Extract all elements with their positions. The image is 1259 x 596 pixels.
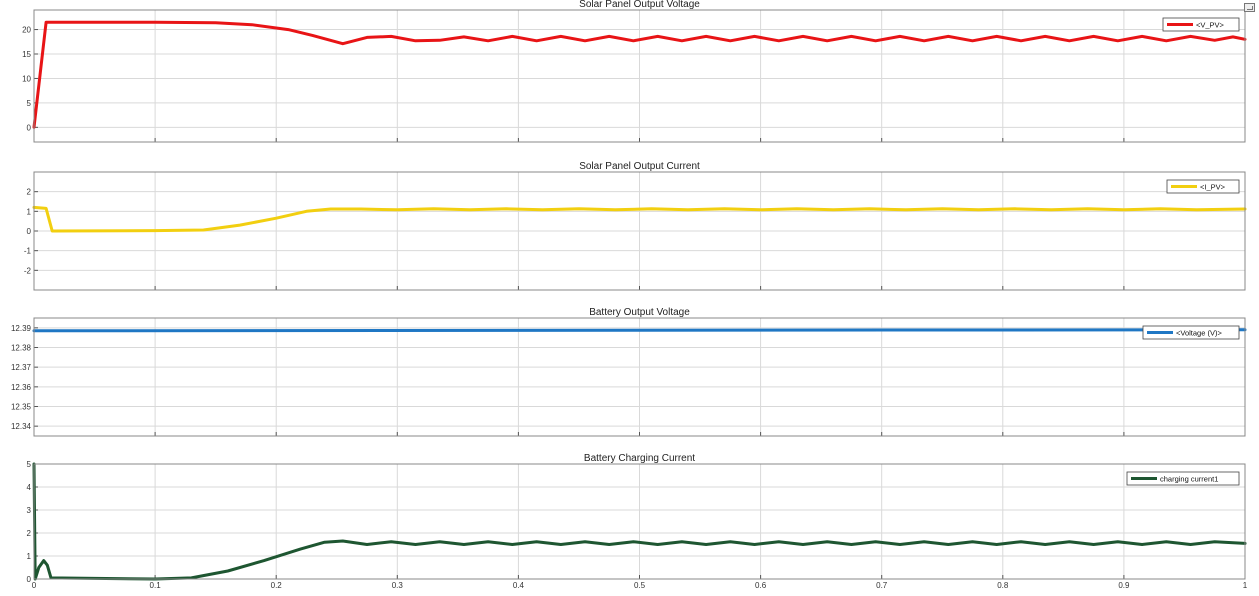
series-line [32, 462, 1247, 581]
legend-label: charging current1 [1160, 475, 1218, 484]
x-tick-label: 0.4 [513, 581, 525, 590]
legend-box [1166, 179, 1240, 194]
x-tick-label: 0.7 [876, 581, 888, 590]
x-tick-label: 0.2 [271, 581, 283, 590]
axes-frame [33, 9, 1246, 143]
y-tick-label: 10 [22, 74, 31, 83]
subplot-2: Solar Panel Output Current -2 -1 0 1 2 <I_PV> [24, 161, 1247, 291]
y-tick-label: 2 [27, 529, 32, 538]
legend-box [1126, 471, 1240, 486]
x-tick-label: 0.1 [150, 581, 162, 590]
x-tick-label: 0.8 [997, 581, 1009, 590]
x-tick-label: 1 [1243, 581, 1248, 590]
x-tick-label: 0.5 [634, 581, 646, 590]
y-tick-label: 12.35 [11, 403, 32, 412]
x-tick-label: 0.3 [392, 581, 404, 590]
series-line [32, 20, 1247, 129]
legend-box [1162, 17, 1240, 32]
y-tick-label: 1 [27, 552, 32, 561]
legend[interactable]: charging current1 [1126, 471, 1240, 486]
y-tick-label: 12.39 [11, 324, 32, 333]
legend[interactable]: <I_PV> [1166, 179, 1240, 194]
y-tick-label: 3 [27, 506, 32, 515]
y-tick-label: 20 [22, 26, 31, 35]
legend-label: <V_PV> [1196, 21, 1225, 30]
x-tick-label: 0 [32, 581, 37, 590]
subplot-title: Battery Output Voltage [589, 307, 690, 318]
series-line [32, 328, 1247, 333]
y-tick-label: 12.37 [11, 363, 32, 372]
y-tick-label: 1 [27, 207, 32, 216]
legend[interactable]: <V_PV> [1162, 17, 1240, 32]
y-tick-label: 15 [22, 50, 31, 59]
y-tick-label: 0 [27, 227, 32, 236]
y-tick-label: 5 [27, 460, 32, 469]
axes-frame [33, 317, 1246, 437]
y-tick-label: 0 [27, 123, 32, 132]
y-tick-label: 5 [27, 99, 32, 108]
y-tick-label: 2 [27, 188, 32, 197]
axes-frame [33, 171, 1246, 291]
x-tick-label: 0.6 [755, 581, 767, 590]
subplot-title: Solar Panel Output Current [579, 161, 700, 172]
x-tick-label: 0.9 [1118, 581, 1130, 590]
legend-label: <Voltage (V)> [1176, 329, 1222, 338]
axes-frame [33, 463, 1246, 580]
subplot-3: Battery Output Voltage 12.34 12.35 12.36 12.… [11, 307, 1247, 437]
y-tick-label: 12.36 [11, 383, 32, 392]
subplot-title: Battery Charging Current [584, 453, 695, 464]
legend[interactable]: <Voltage (V)> [1142, 325, 1240, 340]
legend-box [1142, 325, 1240, 340]
subplot-title: Solar Panel Output Voltage [579, 0, 700, 10]
legend-label: <I_PV> [1200, 183, 1226, 192]
y-tick-label: -2 [24, 266, 32, 275]
y-tick-label: 12.34 [11, 422, 32, 431]
y-tick-label: 12.38 [11, 344, 32, 353]
series-line [32, 205, 1247, 233]
subplot-1: Solar Panel Output Voltage 0 5 10 15 20 <V_PV> [22, 0, 1247, 143]
expand-icon[interactable] [1244, 3, 1255, 12]
y-tick-label: 4 [27, 483, 32, 492]
y-tick-label: 0 [27, 575, 32, 584]
y-tick-label: -1 [24, 247, 32, 256]
subplot-4: Battery Charging Current 0 1 2 3 4 5 0 0.1 0.2 0.3… [27, 453, 1248, 590]
